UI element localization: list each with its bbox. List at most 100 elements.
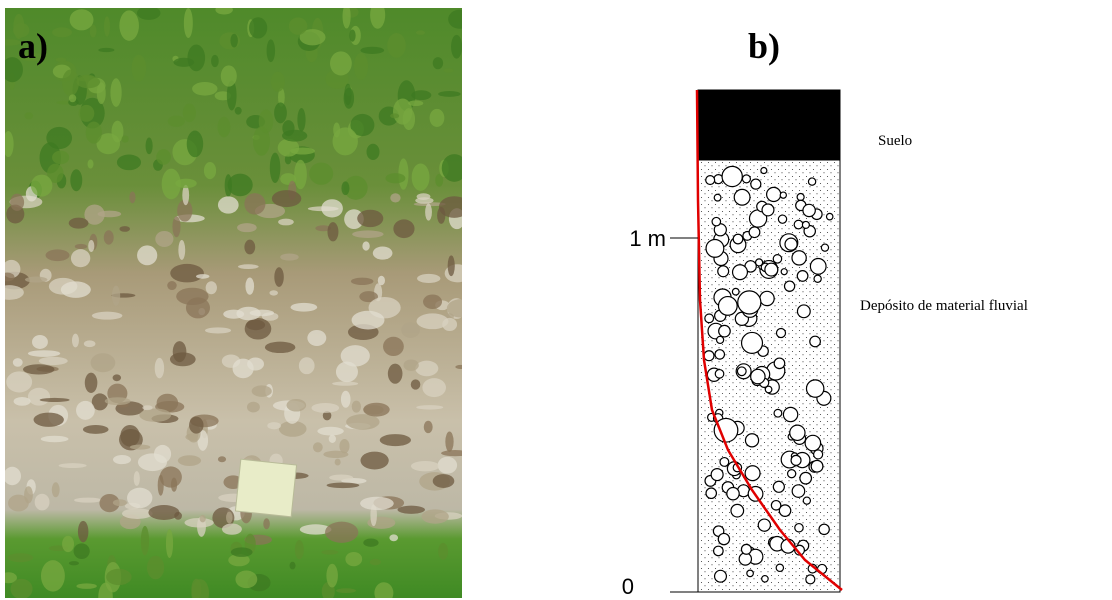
pebble [715,570,727,582]
texture [146,137,153,154]
pebble [771,501,780,510]
texture [433,57,443,69]
pebble [810,336,821,347]
pebble [797,271,808,282]
texture [62,69,79,96]
layer-label: Suelo [878,133,912,149]
texture [245,318,272,340]
pebble [778,215,786,223]
pebble [765,263,778,276]
texture [127,488,152,508]
texture [263,518,270,529]
texture [167,281,176,290]
texture [119,10,139,41]
layer-label: Depósito de material fluvial [860,298,1028,314]
texture [13,358,23,367]
texture [134,471,140,486]
texture [244,240,255,255]
texture [430,109,445,127]
texture [352,401,361,413]
texture [335,459,341,466]
texture [312,403,340,413]
texture [370,1,385,29]
texture [52,482,60,497]
pebble [751,369,765,383]
pebble [711,469,723,481]
texture [329,435,336,443]
texture [200,515,206,522]
texture [360,47,384,54]
texture [141,526,149,555]
pebble [718,533,729,544]
texture [39,357,68,365]
texture [40,398,70,402]
texture [187,44,205,71]
pebble [738,291,761,314]
pebble [808,178,815,185]
texture [155,231,173,247]
pebble [814,450,823,459]
texture [373,247,393,260]
texture [98,48,114,52]
texture [317,427,343,436]
texture [289,17,308,34]
pebble [826,213,832,219]
pebble [810,259,826,275]
texture [403,108,415,130]
texture [86,122,102,144]
texture [52,27,72,37]
texture [84,340,96,347]
texture [438,543,448,560]
texture [455,365,466,369]
texture [233,359,254,379]
pebble [774,409,782,417]
pebble [742,332,763,353]
texture [171,478,177,492]
texture [222,524,242,535]
texture [421,509,448,523]
texture [271,72,285,92]
texture [330,51,352,75]
texture [378,276,385,285]
texture [74,543,90,559]
texture [166,529,173,558]
texture [11,579,33,599]
pebble [751,179,761,189]
texture [363,403,389,417]
texture [445,431,453,451]
texture [204,162,216,179]
pebble [797,194,804,201]
texture [265,342,295,353]
texture [113,374,121,381]
pebble [806,380,823,397]
texture [367,144,380,160]
pebble [715,350,724,359]
texture [178,455,201,466]
texture [415,197,433,204]
texture [55,58,66,62]
pebble [792,251,806,265]
texture [170,352,196,366]
texture [211,55,219,67]
texture [41,436,69,442]
pebble [797,305,810,318]
texture [344,84,351,105]
texture [76,401,95,420]
texture [62,536,74,552]
texture [438,457,457,474]
texture [295,540,304,559]
texture [70,9,94,30]
texture [71,249,90,267]
texture [346,414,379,430]
texture [336,361,358,382]
panel-label: a) [18,26,48,66]
texture [105,397,131,405]
texture [91,353,116,372]
texture [137,245,157,265]
texture [387,33,405,58]
texture [389,534,398,541]
pebble [745,434,758,447]
texture [106,569,131,585]
texture [215,5,233,14]
texture [352,311,385,330]
